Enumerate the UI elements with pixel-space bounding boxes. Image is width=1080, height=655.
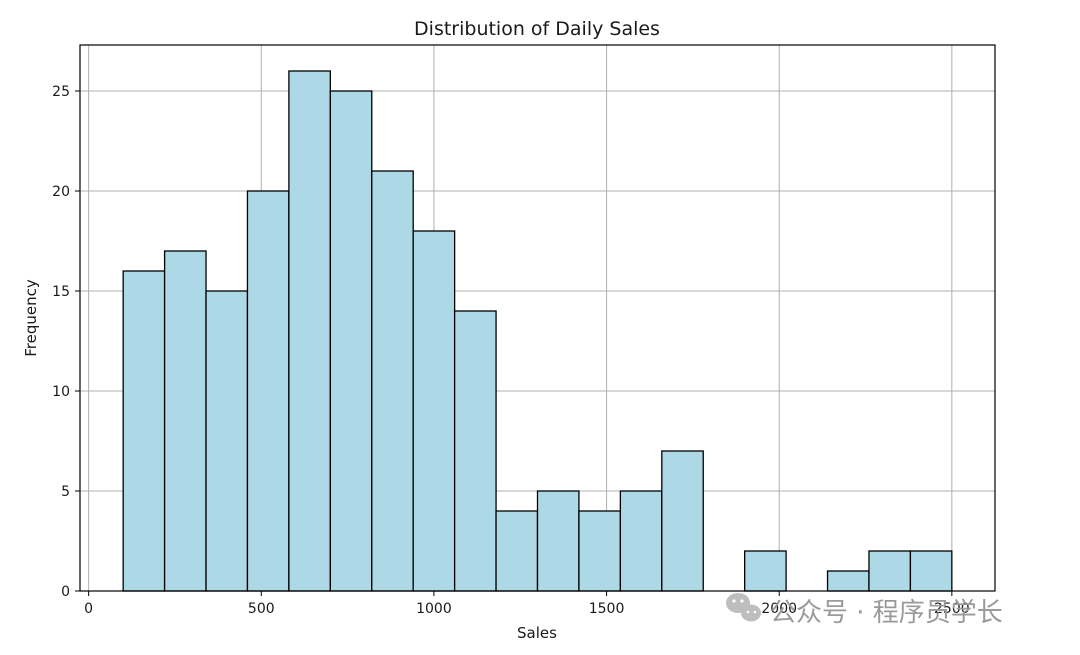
bars — [122, 70, 953, 592]
histogram-bar — [909, 550, 953, 592]
x-tick-label: 1000 — [416, 601, 452, 617]
histogram-bar — [578, 510, 622, 592]
histogram-bar — [163, 250, 207, 592]
plot-frame — [79, 44, 996, 592]
x-tick-label: 0 — [84, 601, 93, 617]
x-tick-label: 2500 — [934, 601, 970, 617]
histogram-bar — [122, 270, 166, 592]
y-tick-label: 20 — [52, 184, 70, 200]
histogram-bar — [371, 170, 414, 592]
y-tick-label: 15 — [52, 284, 70, 300]
histogram-bar — [246, 190, 290, 592]
watermark-text: 公众号 · 程序员学长 — [770, 598, 1003, 628]
y-tick-label: 5 — [61, 484, 70, 500]
x-tick-label: 2000 — [761, 601, 797, 617]
x-axis-label: Sales — [517, 624, 557, 642]
x-tick-label: 500 — [248, 601, 275, 617]
histogram-bar — [744, 550, 787, 592]
histogram-bar — [288, 70, 331, 592]
histogram-bar — [868, 550, 912, 592]
y-tick-label: 0 — [61, 584, 70, 600]
wechat-icon — [726, 593, 761, 622]
y-tick-label: 25 — [52, 84, 70, 100]
histogram-bar — [661, 450, 704, 592]
y-tick-label: 10 — [52, 384, 70, 400]
histogram-bar — [329, 90, 373, 592]
histogram-bar — [412, 230, 456, 592]
y-axis-label: Frequency — [22, 279, 40, 357]
x-tick-label: 1500 — [589, 601, 625, 617]
ticks: 0 500 1000 1500 2000 2500 0 5 10 15 20 25 — [52, 84, 969, 617]
histogram-bar — [205, 290, 249, 592]
histogram-bar — [495, 510, 539, 592]
histogram-bar — [453, 310, 497, 592]
histogram-bar — [826, 570, 870, 592]
histogram-bar — [619, 490, 663, 592]
watermark: 公众号 · 程序员学长 — [726, 593, 1003, 628]
chart-title: Distribution of Daily Sales — [414, 18, 660, 40]
histogram-bar — [536, 490, 580, 592]
